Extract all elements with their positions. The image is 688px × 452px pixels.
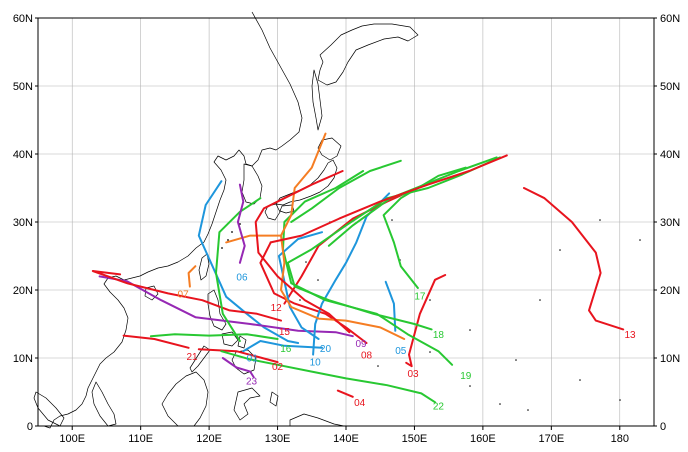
coast-malay xyxy=(91,381,117,427)
coast-shikoku xyxy=(279,204,295,214)
map-grid xyxy=(38,17,654,427)
coast-borneo xyxy=(161,371,209,427)
lat-tick-label-right: 20N xyxy=(660,285,680,297)
track-label-20: 20 xyxy=(320,344,332,355)
lat-tick-label-left: 0 xyxy=(27,421,33,433)
track-05 xyxy=(384,280,397,332)
track-04 xyxy=(336,389,354,398)
track-10 xyxy=(312,192,391,356)
coast-kyushu xyxy=(264,203,281,221)
track-label-08: 08 xyxy=(361,351,373,362)
lon-tick-label: 170E xyxy=(538,433,564,445)
track-label-23: 23 xyxy=(246,376,258,387)
track-label-02: 02 xyxy=(272,362,284,373)
coast-visayas xyxy=(221,331,247,349)
lon-tick-label: 140E xyxy=(333,433,359,445)
coast-luzon xyxy=(207,289,227,331)
track-green-west xyxy=(215,197,262,342)
track-13 xyxy=(523,187,625,331)
small-islands xyxy=(221,219,641,411)
track-16 xyxy=(149,333,279,340)
lon-tick-label: 180 xyxy=(611,433,629,445)
latitude-labels-right: 0 10N 20N 30N 40N 50N 60N xyxy=(654,13,680,433)
track-label-12: 12 xyxy=(271,303,283,314)
track-01 xyxy=(242,340,323,353)
track-green-north xyxy=(290,159,402,223)
coast-mainland xyxy=(43,11,303,429)
track-label-06: 06 xyxy=(236,272,248,283)
lat-tick-label-right: 60N xyxy=(660,13,680,25)
lat-tick-label-right: 50N xyxy=(660,81,680,93)
track-08 xyxy=(259,241,368,344)
track-19 xyxy=(282,170,454,366)
track-red-east xyxy=(269,154,508,244)
lon-tick-label: 150E xyxy=(402,433,428,445)
coast-honshu xyxy=(275,159,338,206)
coast-japan xyxy=(317,23,419,86)
coast-sakhalin xyxy=(311,69,323,131)
track-purple-north xyxy=(236,183,246,264)
track-label-10: 10 xyxy=(310,357,322,368)
track-label-05: 05 xyxy=(395,346,407,357)
lat-tick-label-left: 20N xyxy=(13,285,33,297)
lat-tick-label-left: 10N xyxy=(13,353,33,365)
track-orange-north xyxy=(280,132,327,237)
lon-tick-label: 120E xyxy=(196,433,222,445)
typhoon-tracks xyxy=(91,132,625,404)
track-label-01: 01 xyxy=(247,353,259,364)
track-label-18: 18 xyxy=(433,330,445,341)
track-label-21: 21 xyxy=(186,352,198,363)
track-label-19: 19 xyxy=(460,371,472,382)
track-red-north xyxy=(254,170,351,334)
track-02 xyxy=(197,348,279,364)
lat-tick-label-right: 10N xyxy=(660,353,680,365)
track-17 xyxy=(382,166,467,289)
track-22 xyxy=(220,350,436,404)
track-label-09: 09 xyxy=(355,339,367,350)
lon-tick-label: 130E xyxy=(265,433,291,445)
coast-sulawesi xyxy=(233,387,261,421)
track-06 xyxy=(197,180,300,344)
track-15 xyxy=(91,270,282,322)
lat-tick-label-right: 0 xyxy=(660,421,666,433)
track-label-04: 04 xyxy=(354,398,366,409)
track-orange-main xyxy=(225,234,406,340)
track-label-03: 03 xyxy=(408,369,420,380)
lat-tick-label-right: 30N xyxy=(660,217,680,229)
track-23 xyxy=(221,357,255,378)
lon-tick-label: 110E xyxy=(128,433,153,445)
coast-new-guinea xyxy=(289,413,345,427)
lon-tick-label: 160E xyxy=(470,433,496,445)
coast-halmahera xyxy=(269,391,279,407)
track-label-15: 15 xyxy=(279,327,291,338)
track-label-17: 17 xyxy=(414,291,426,302)
lat-tick-label-right: 40N xyxy=(660,149,680,161)
track-21 xyxy=(122,334,190,349)
lon-tick-label: 100E xyxy=(59,433,85,445)
lat-tick-label-left: 50N xyxy=(13,81,33,93)
latitude-labels-left: 0 10N 20N 30N 40N 50N 60N xyxy=(13,13,38,433)
track-label-22: 22 xyxy=(433,402,445,413)
lat-tick-label-left: 60N xyxy=(13,13,33,25)
track-03 xyxy=(405,274,447,368)
track-label-07: 07 xyxy=(178,289,190,300)
longitude-labels: 100E 110E 120E 130E 140E 150E 160E 170E 180 xyxy=(59,426,629,445)
lat-tick-label-left: 30N xyxy=(13,217,33,229)
lat-tick-label-left: 40N xyxy=(13,149,33,161)
track-07 xyxy=(187,265,197,288)
track-label-16: 16 xyxy=(280,344,292,355)
coast-taiwan xyxy=(198,253,210,281)
track-label-13: 13 xyxy=(624,330,636,341)
